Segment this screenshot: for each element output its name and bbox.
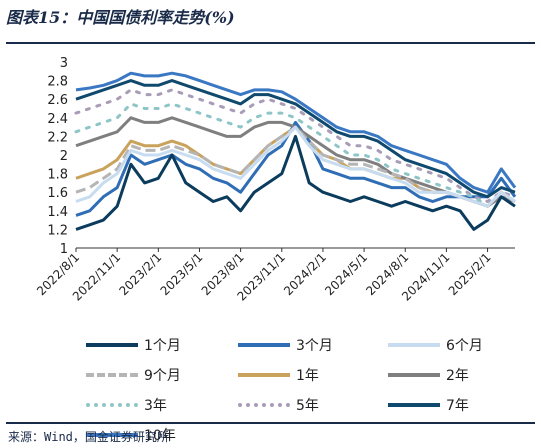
legend-item: 3个月: [238, 334, 333, 356]
legend-label: 10年: [144, 428, 176, 444]
y-tick-label: 1: [60, 242, 68, 257]
x-tick-label: 2023/2/1: [116, 250, 164, 298]
legend-label: 3年: [144, 398, 167, 414]
legend-item: 6个月: [388, 334, 483, 356]
legend-item: 5年: [238, 394, 319, 416]
legend-swatch: [238, 343, 290, 347]
x-tick-label: 2023/5/1: [158, 250, 206, 298]
y-tick-label: 2: [60, 149, 68, 164]
y-tick-label: 2.4: [47, 112, 68, 127]
legend-swatch: [86, 343, 138, 347]
y-tick-label: 2.8: [47, 75, 68, 90]
chart-lines: [74, 71, 517, 231]
y-axis-labels: 1 1.2 1.4 1.6 1.8 2 2.2 2.4 2.6 2.8 3: [47, 56, 68, 257]
header-rule: [6, 42, 535, 44]
x-tick-label: 2025/2/1: [446, 250, 494, 298]
legend-label: 7年: [446, 398, 469, 414]
series-line: [75, 120, 517, 217]
y-tick-label: 2.2: [47, 130, 68, 145]
legend-item: 10年: [86, 424, 176, 446]
legend-item: 7年: [388, 394, 469, 416]
series-line: [74, 88, 517, 203]
legend-label: 5年: [296, 398, 319, 414]
legend-label: 2年: [446, 368, 469, 384]
legend-item: 1年: [238, 364, 319, 386]
legend-label: 9个月: [144, 368, 181, 384]
legend-swatch: [86, 373, 138, 377]
legend-label: 3个月: [296, 338, 333, 354]
y-tick-label: 1.6: [47, 186, 68, 201]
series-line: [75, 79, 516, 199]
x-axis-labels: 2022/8/12022/11/12023/2/12023/5/12023/8/…: [34, 248, 494, 304]
series-line: [75, 134, 516, 231]
x-tick-label: 2024/2/1: [281, 250, 329, 298]
series-line: [75, 71, 517, 194]
legend-swatch: [388, 343, 440, 347]
legend-label: 6个月: [446, 338, 483, 354]
y-tick-label: 1.4: [47, 205, 68, 220]
y-tick-label: 1.8: [47, 168, 68, 183]
series-line: [75, 125, 516, 208]
legend-swatch: [238, 373, 290, 377]
footer-rule: [6, 422, 535, 424]
chart-title: 图表15：中国国债利率走势(%): [6, 8, 235, 27]
y-tick-label: 3: [60, 56, 68, 71]
legend-swatch: [86, 433, 138, 437]
legend-item: 3年: [86, 394, 167, 416]
legend-item: 2年: [388, 364, 469, 386]
legend-item: 9个月: [86, 364, 181, 386]
legend-swatch: [388, 403, 440, 407]
legend-label: 1年: [296, 368, 319, 384]
source-note: 来源：Wind，国金证券研究所: [8, 430, 169, 444]
legend-item: 1个月: [86, 334, 181, 356]
legend-swatch: [238, 403, 290, 407]
x-tick-label: 2024/5/1: [322, 250, 370, 298]
legend-swatch: [86, 403, 138, 407]
legend-swatch: [388, 373, 440, 377]
y-tick-label: 1.2: [47, 223, 68, 238]
legend-label: 1个月: [144, 338, 181, 354]
y-tick-label: 2.6: [47, 93, 68, 108]
